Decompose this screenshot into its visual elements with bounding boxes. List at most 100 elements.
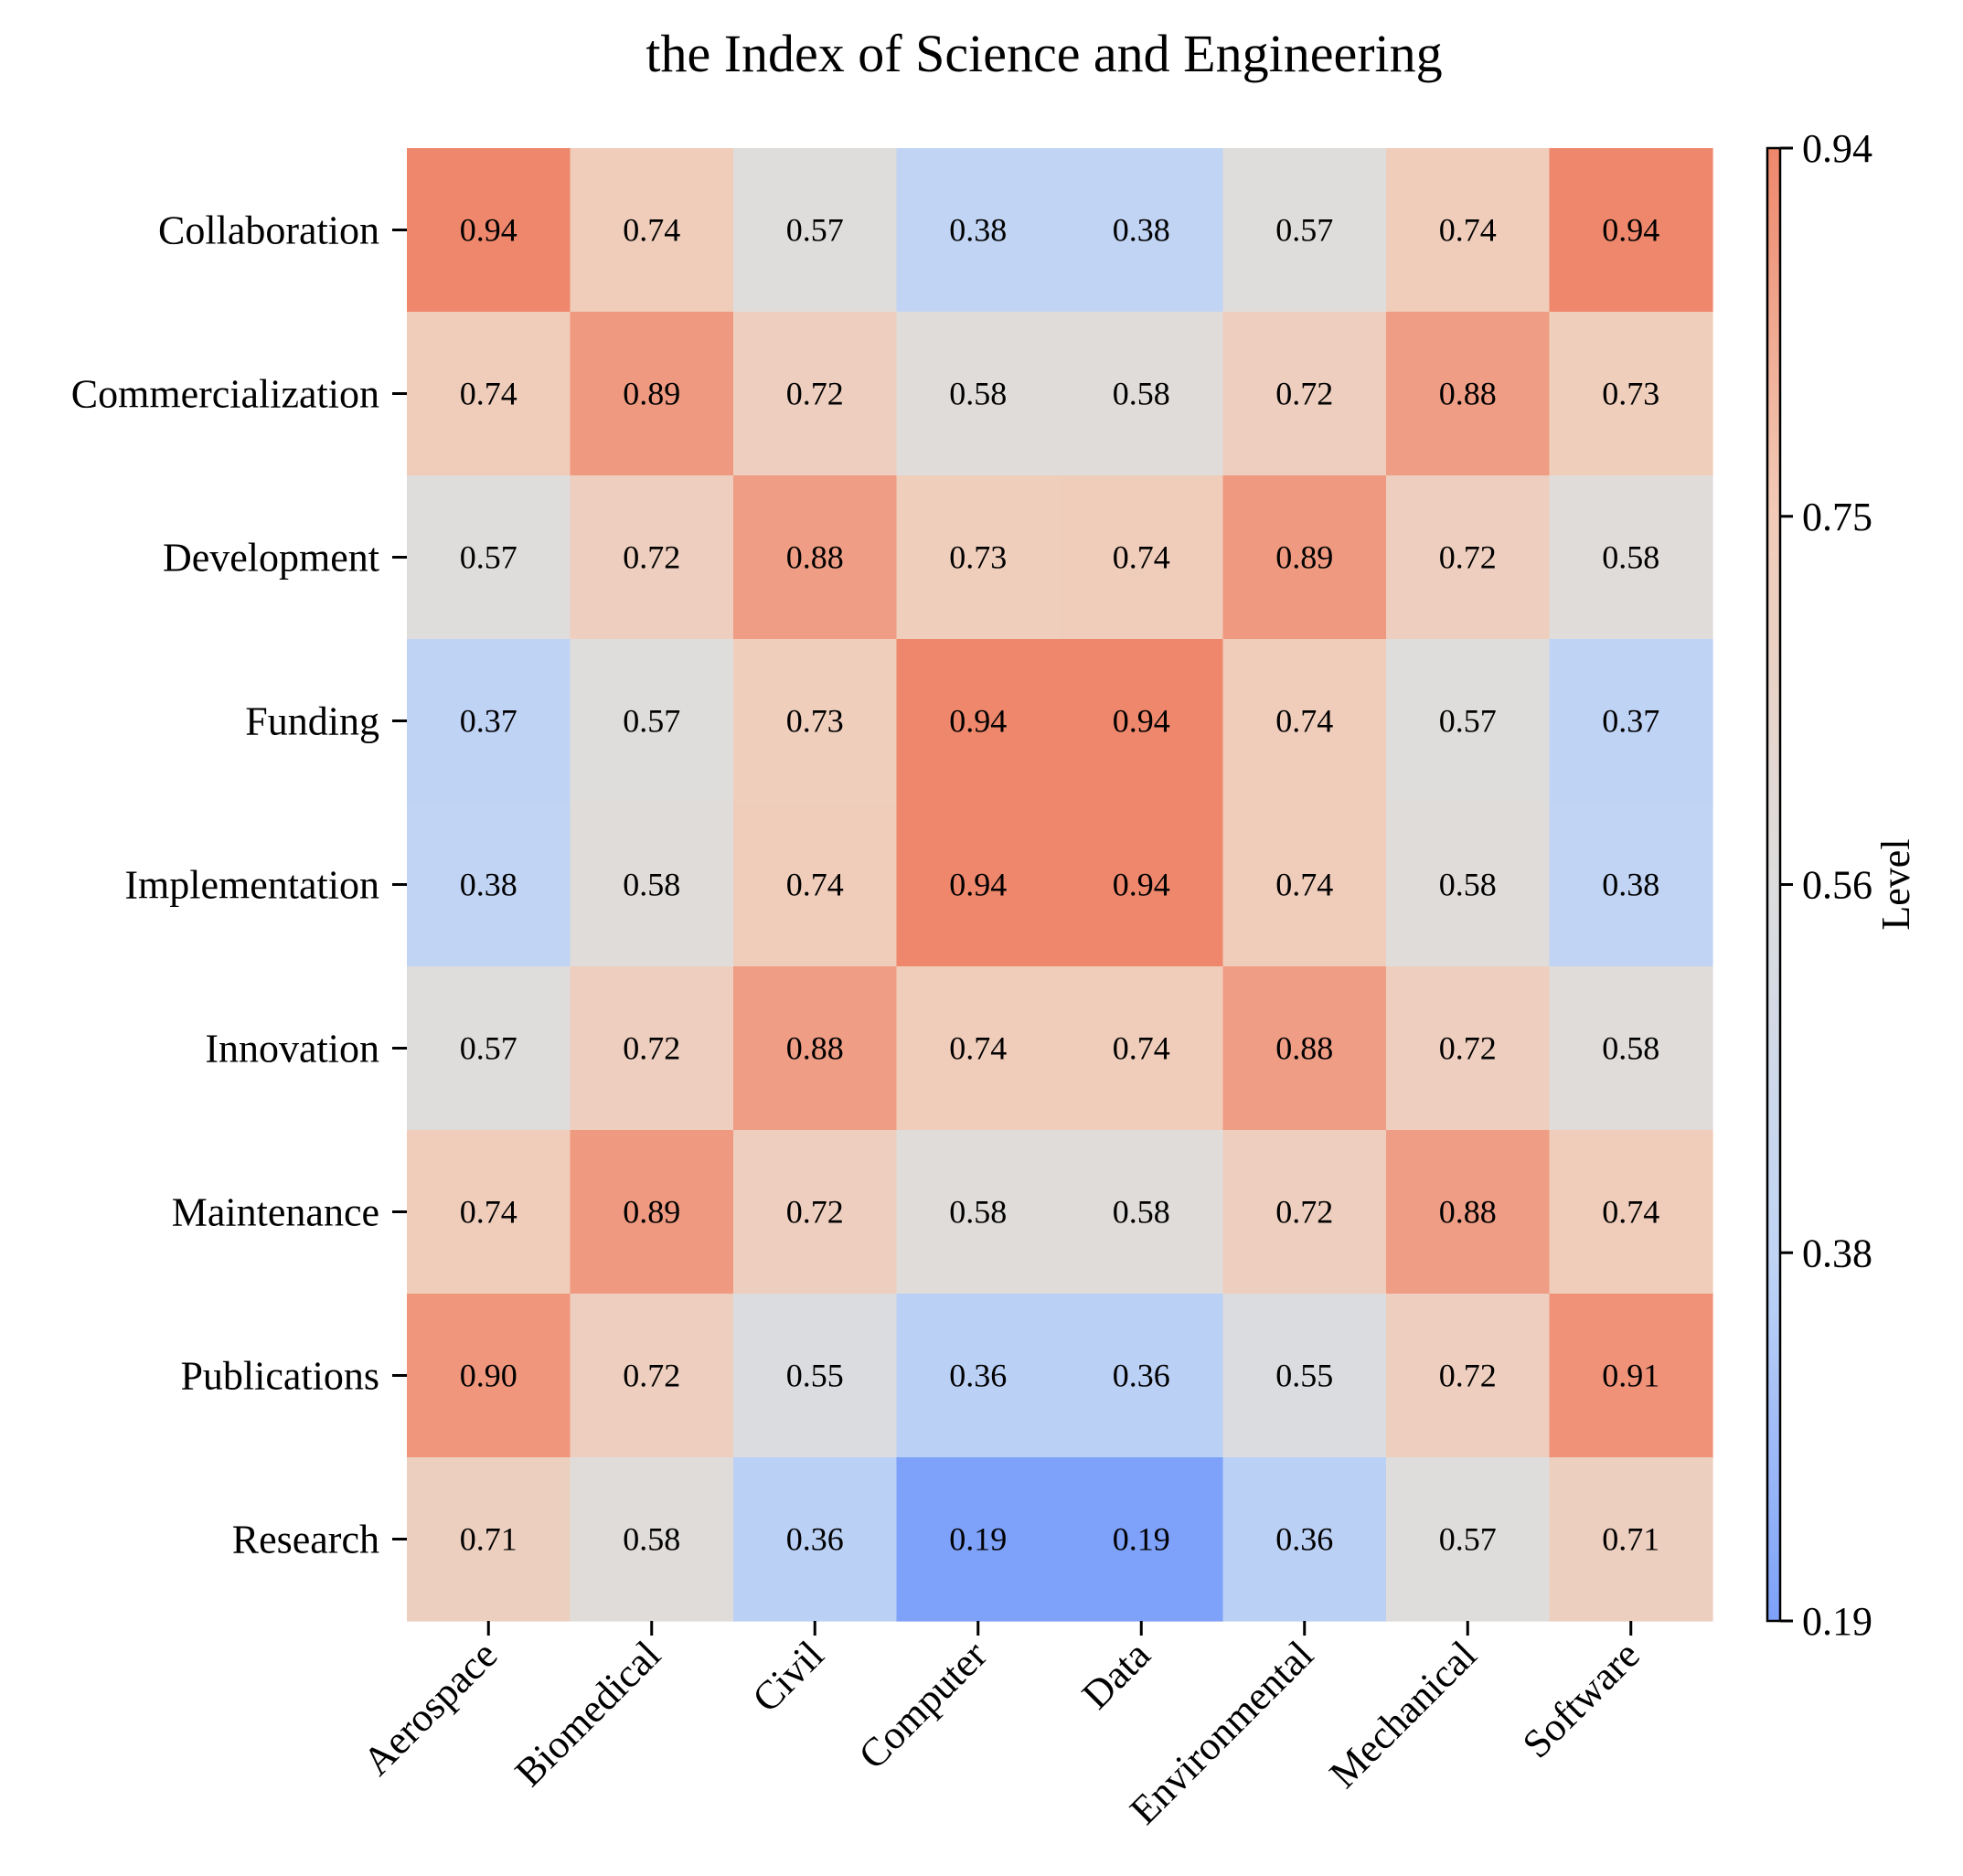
heatmap-cell: [407, 803, 571, 967]
heatmap-cell: [570, 148, 734, 313]
cell-value-label: 0.91: [1602, 1358, 1659, 1394]
heatmap-cell: [1386, 148, 1551, 313]
cell-value-label: 0.57: [786, 212, 844, 249]
cell-value-label: 0.74: [460, 376, 517, 412]
cell-value-label: 0.74: [1275, 703, 1333, 740]
heatmap-cell: [1222, 312, 1387, 476]
y-axis: Collaboration Commercialization Developmen…: [71, 208, 407, 1562]
cell-value-label: 0.88: [1439, 1194, 1497, 1231]
cell-value-label: 0.72: [1275, 1194, 1333, 1231]
x-tick-label: Mechanical: [1321, 1632, 1486, 1796]
heatmap-cell: [1386, 639, 1551, 804]
heatmap-cell: [1549, 475, 1713, 640]
y-tick-label: Funding: [245, 699, 379, 744]
heatmap-cell: [896, 312, 1061, 476]
heatmap-cell: [1386, 803, 1551, 967]
cell-value-label: 0.19: [1113, 1521, 1170, 1558]
y-tick-label: Collaboration: [158, 208, 379, 253]
x-tick-label: Computer: [850, 1632, 996, 1777]
heatmap-cell: [570, 803, 734, 967]
y-tick-label: Research: [232, 1518, 379, 1562]
heatmap-cell: [1549, 803, 1713, 967]
heatmap-cell: [733, 312, 898, 476]
heatmap-cell: [570, 1294, 734, 1458]
cell-value-label: 0.73: [1602, 376, 1659, 412]
cell-value-label: 0.94: [949, 867, 1007, 903]
heatmap-cell: [1549, 312, 1713, 476]
cell-value-label: 0.36: [1113, 1358, 1170, 1394]
cell-value-label: 0.90: [460, 1358, 517, 1394]
heatmap-cell: [896, 1294, 1061, 1458]
colorbar-label: Level: [1873, 838, 1918, 930]
cell-value-label: 0.36: [949, 1358, 1007, 1394]
x-tick-label: Data: [1073, 1632, 1158, 1717]
heatmap-cell: [1060, 1294, 1224, 1458]
x-tick-label: Aerospace: [354, 1632, 506, 1784]
heatmap-cell: [1549, 148, 1713, 313]
cell-value-label: 0.55: [786, 1358, 844, 1394]
heatmap-cell: [733, 1294, 898, 1458]
cell-value-label: 0.72: [623, 539, 680, 576]
cell-value-label: 0.74: [623, 212, 680, 249]
heatmap-cell: [896, 966, 1061, 1131]
heatmap-cell: [1549, 966, 1713, 1131]
cell-value-label: 0.57: [460, 1030, 517, 1067]
heatmap-cell: [896, 475, 1061, 640]
cell-value-label: 0.57: [1439, 703, 1497, 740]
cell-value-label: 0.36: [786, 1521, 844, 1558]
cell-value-label: 0.71: [1602, 1521, 1659, 1558]
cell-value-label: 0.74: [460, 1194, 517, 1231]
heatmap-cell: [570, 639, 734, 804]
x-tick-label: Software: [1514, 1632, 1648, 1766]
y-tick-label: Maintenance: [172, 1190, 379, 1235]
heatmap-cell: [1222, 1294, 1387, 1458]
heatmap-cell: [570, 312, 734, 476]
cell-value-label: 0.57: [1275, 212, 1333, 249]
heatmap-cell: [733, 148, 898, 313]
heatmap-cell: [1549, 1130, 1713, 1295]
cell-value-label: 0.38: [1602, 867, 1659, 903]
heatmap-cell: [407, 312, 571, 476]
cell-value-label: 0.73: [786, 703, 844, 740]
x-axis: Aerospace Biomedical Civil Computer DataEnvi…: [354, 1621, 1648, 1833]
colorbar-gradient: [1766, 146, 1782, 1623]
cell-value-label: 0.89: [1275, 539, 1333, 576]
cell-value-label: 0.74: [1439, 212, 1497, 249]
cell-value-label: 0.38: [949, 212, 1007, 249]
heatmap-cell: [1222, 966, 1387, 1131]
chart-title: the Index of Science and Engineering: [645, 24, 1442, 83]
heatmap-cell: [1222, 1457, 1387, 1622]
cell-value-label: 0.72: [623, 1030, 680, 1067]
heatmap-cell: [896, 148, 1061, 313]
heatmap-cell: [733, 1130, 898, 1295]
cell-value-label: 0.72: [786, 1194, 844, 1231]
heatmap-cell: [407, 148, 571, 313]
heatmap-cell: [1060, 639, 1224, 804]
heatmap-cell: [407, 1130, 571, 1295]
heatmap-cell: [1222, 803, 1387, 967]
heatmap-cell: [896, 1457, 1061, 1622]
colorbar-tick-label: 0.38: [1802, 1231, 1872, 1275]
heatmap-cell: [570, 1130, 734, 1295]
cell-value-label: 0.72: [1439, 539, 1497, 576]
heatmap-cell: [1386, 312, 1551, 476]
heatmap-cell: [1386, 966, 1551, 1131]
cell-value-label: 0.58: [949, 1194, 1007, 1231]
heatmap-cell: [407, 475, 571, 640]
heatmap-cell: [1060, 803, 1224, 967]
colorbar-tick-label: 0.94: [1802, 126, 1872, 171]
heatmap-cell: [407, 639, 571, 804]
heatmap-cell: [1386, 1294, 1551, 1458]
heatmap-cell: [1222, 148, 1387, 313]
x-tick-label: Biomedical: [507, 1632, 669, 1795]
y-tick-label: Commercialization: [71, 372, 379, 417]
cell-value-label: 0.57: [460, 539, 517, 576]
heatmap-cell: [570, 966, 734, 1131]
heatmap-cell: [1060, 966, 1224, 1131]
colorbar-tick-label: 0.56: [1802, 863, 1872, 908]
cell-value-label: 0.94: [1113, 867, 1170, 903]
heatmap-cell: [407, 1294, 571, 1458]
cell-value-label: 0.94: [949, 703, 1007, 740]
heatmap-cell: [1060, 1457, 1224, 1622]
